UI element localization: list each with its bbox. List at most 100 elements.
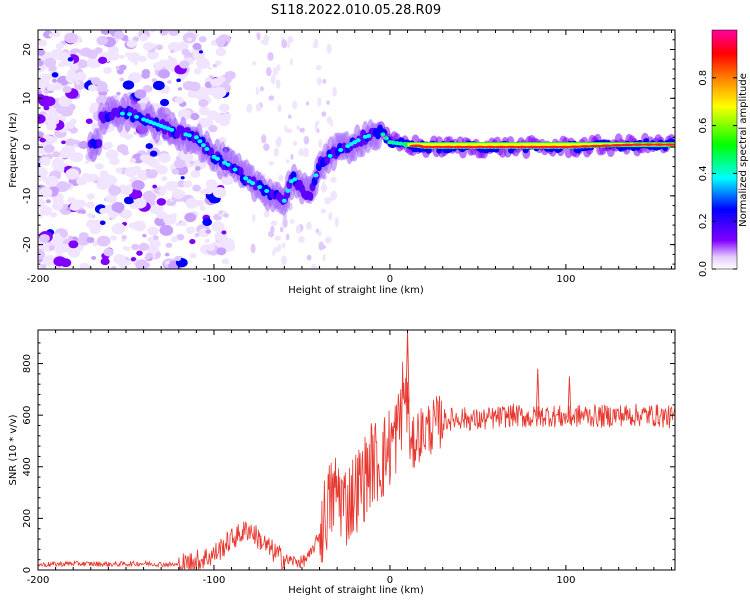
noise-blob [131,166,139,173]
noise-blob [289,58,293,66]
noise-blob [91,255,97,260]
signal-highlight [127,112,133,117]
spectrogram-frame [37,29,676,270]
noise-blob [62,85,72,94]
noise-blob [285,128,293,134]
noise-blob [174,96,184,104]
noise-blob [170,49,175,54]
noise-blob [120,185,133,196]
noise-blob [267,51,274,61]
noise-blob [73,144,78,148]
noise-blob [85,201,95,209]
noise-blob [292,100,298,110]
signal-peak [631,143,646,146]
noise-blob [121,235,127,240]
signal-peak [609,143,624,147]
noise-blob [67,57,74,62]
noise-blob [326,100,331,105]
noise-blob [43,144,55,154]
colorbar: 0.0 0.2 0.4 0.6 0.8 Normalized spectral ampl… [698,29,749,277]
y-tick-label: 400 [22,457,33,476]
signal-highlight [348,142,354,147]
noise-blob [131,243,140,251]
noise-blob [306,254,312,261]
noise-blob [176,78,181,83]
noise-blob [103,248,114,257]
signal-peak [504,145,519,149]
snr-y-ticks: 0 200 400 600 800 [22,342,675,573]
noise-blob [159,224,174,236]
noise-blob [185,226,196,235]
noise-blob [51,202,63,211]
noise-blob [67,69,76,76]
noise-blob [90,77,101,85]
signal-highlight [119,111,125,116]
noise-blob [88,84,98,92]
x-tick-label: 0 [387,274,393,285]
noise-blob [167,55,173,60]
noise-blob [189,252,197,259]
noise-blob [38,39,48,47]
y-tick-label: 10 [22,92,33,105]
noise-blob [109,177,118,184]
noise-blob [198,50,204,54]
y-tick-label: 200 [22,509,33,528]
noise-blob [61,140,66,145]
noise-blob [223,213,229,218]
noise-blob [224,70,236,80]
noise-blob [142,233,147,238]
noise-blob [176,41,189,52]
noise-blob [194,232,200,238]
noise-blob [218,210,223,215]
noise-blob [303,147,309,158]
noise-blob [199,190,204,194]
colorbar-label: Normalized spectral amplitude [738,73,749,227]
noise-blob [40,264,47,269]
noise-blob [65,168,80,180]
noise-blob [252,61,257,66]
noise-blob [270,225,275,233]
noise-blob [132,220,147,232]
signal-peak [652,143,667,146]
noise-blob [38,59,44,67]
noise-blob [164,252,170,257]
noise-blob [156,198,167,206]
noise-blob [202,218,213,227]
noise-blob [149,205,162,215]
noise-blob [46,115,57,123]
noise-blob [45,199,51,204]
noise-blob [212,187,227,198]
signal-highlight [355,138,361,143]
signal-highlight [214,156,220,161]
noise-blob [149,150,158,157]
noise-blob [324,236,332,244]
noise-blob [179,60,190,69]
noise-blob [303,136,310,145]
signal-highlight [243,176,249,181]
noise-blob [161,176,168,182]
noise-blob [76,176,88,186]
noise-blob [193,68,202,75]
noise-blob [78,232,89,241]
noise-blob [273,246,281,253]
noise-blob [152,235,159,241]
signal-peak [536,145,551,149]
noise-blob [39,233,50,243]
noise-blob [182,180,193,188]
noise-blob [221,230,227,235]
noise-blob [208,75,214,79]
noise-blob [86,193,95,200]
signal-peak [557,145,572,149]
noise-blob [160,186,165,190]
signal-peak [588,144,603,148]
noise-blob [287,36,294,44]
noise-blob [198,99,209,108]
noise-blob [218,117,231,127]
signal-core [307,191,314,201]
noise-blob [188,81,201,92]
noise-blob [317,230,322,237]
noise-blob [85,118,93,124]
noise-blob [281,39,288,49]
noise-blob [305,101,310,106]
noise-blob [192,184,202,192]
